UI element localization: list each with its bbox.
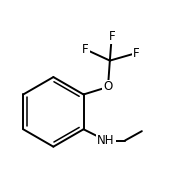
Text: F: F	[133, 47, 140, 60]
Text: NH: NH	[97, 134, 115, 147]
Text: F: F	[82, 43, 89, 56]
Text: O: O	[103, 80, 113, 93]
Text: F: F	[108, 30, 115, 43]
